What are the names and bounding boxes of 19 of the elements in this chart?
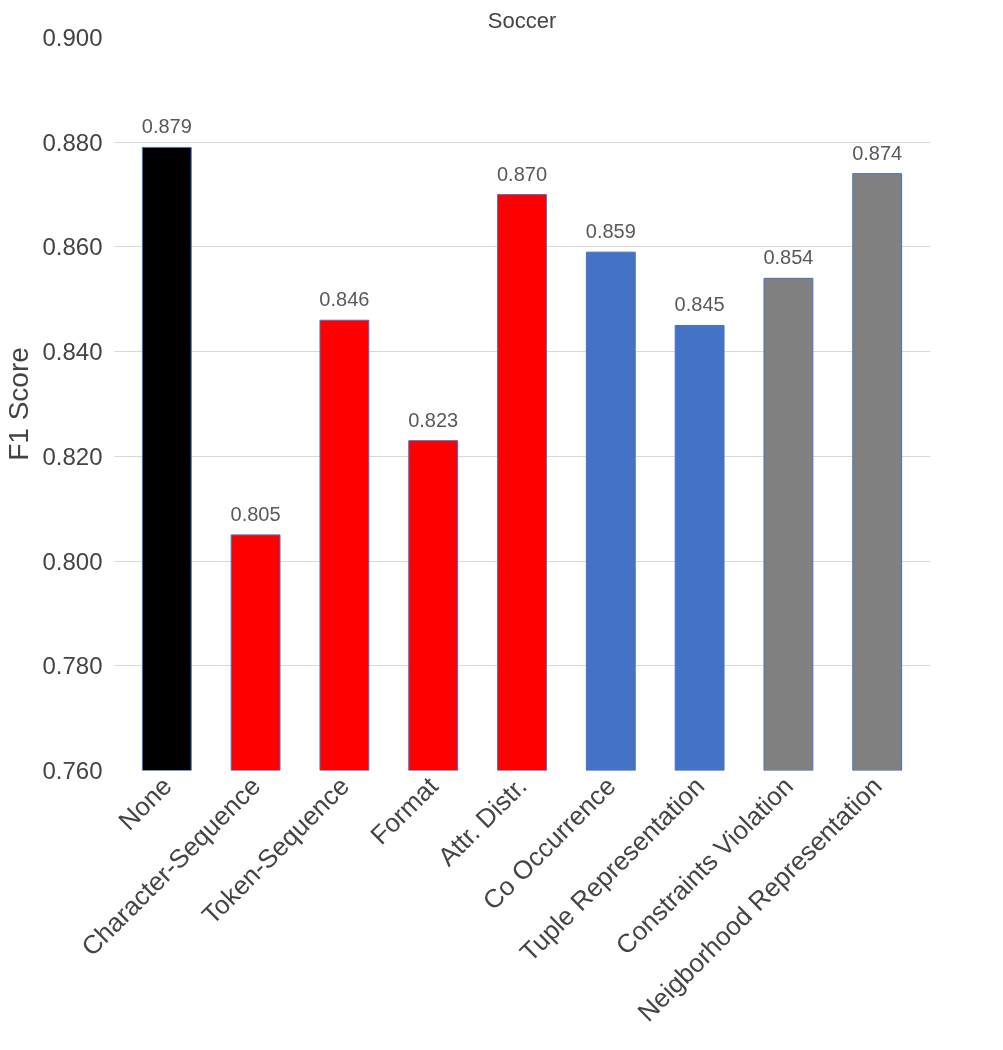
y-tick-label: 0.900 bbox=[42, 24, 103, 51]
y-tick-label: 0.880 bbox=[42, 128, 103, 156]
y-tick-label: 0.820 bbox=[42, 442, 103, 470]
data-label: 0.870 bbox=[496, 162, 548, 185]
data-label: 0.859 bbox=[585, 220, 636, 243]
data-label: 0.854 bbox=[763, 246, 814, 269]
chart-title: Soccer bbox=[487, 7, 557, 33]
y-axis-title: F1 Score bbox=[3, 347, 35, 461]
data-label: 0.874 bbox=[852, 141, 903, 164]
y-tick-label: 0.840 bbox=[42, 338, 103, 366]
data-label: 0.823 bbox=[408, 408, 459, 431]
data-label: 0.846 bbox=[319, 288, 370, 311]
y-tick-label: 0.780 bbox=[42, 652, 103, 680]
y-tick-label: 0.860 bbox=[42, 233, 103, 261]
data-label: 0.805 bbox=[230, 502, 281, 525]
y-tick-label: 0.760 bbox=[42, 757, 103, 784]
y-tick-label: 0.800 bbox=[42, 547, 103, 575]
data-label: 0.845 bbox=[674, 293, 725, 316]
data-label: 0.879 bbox=[141, 115, 192, 138]
